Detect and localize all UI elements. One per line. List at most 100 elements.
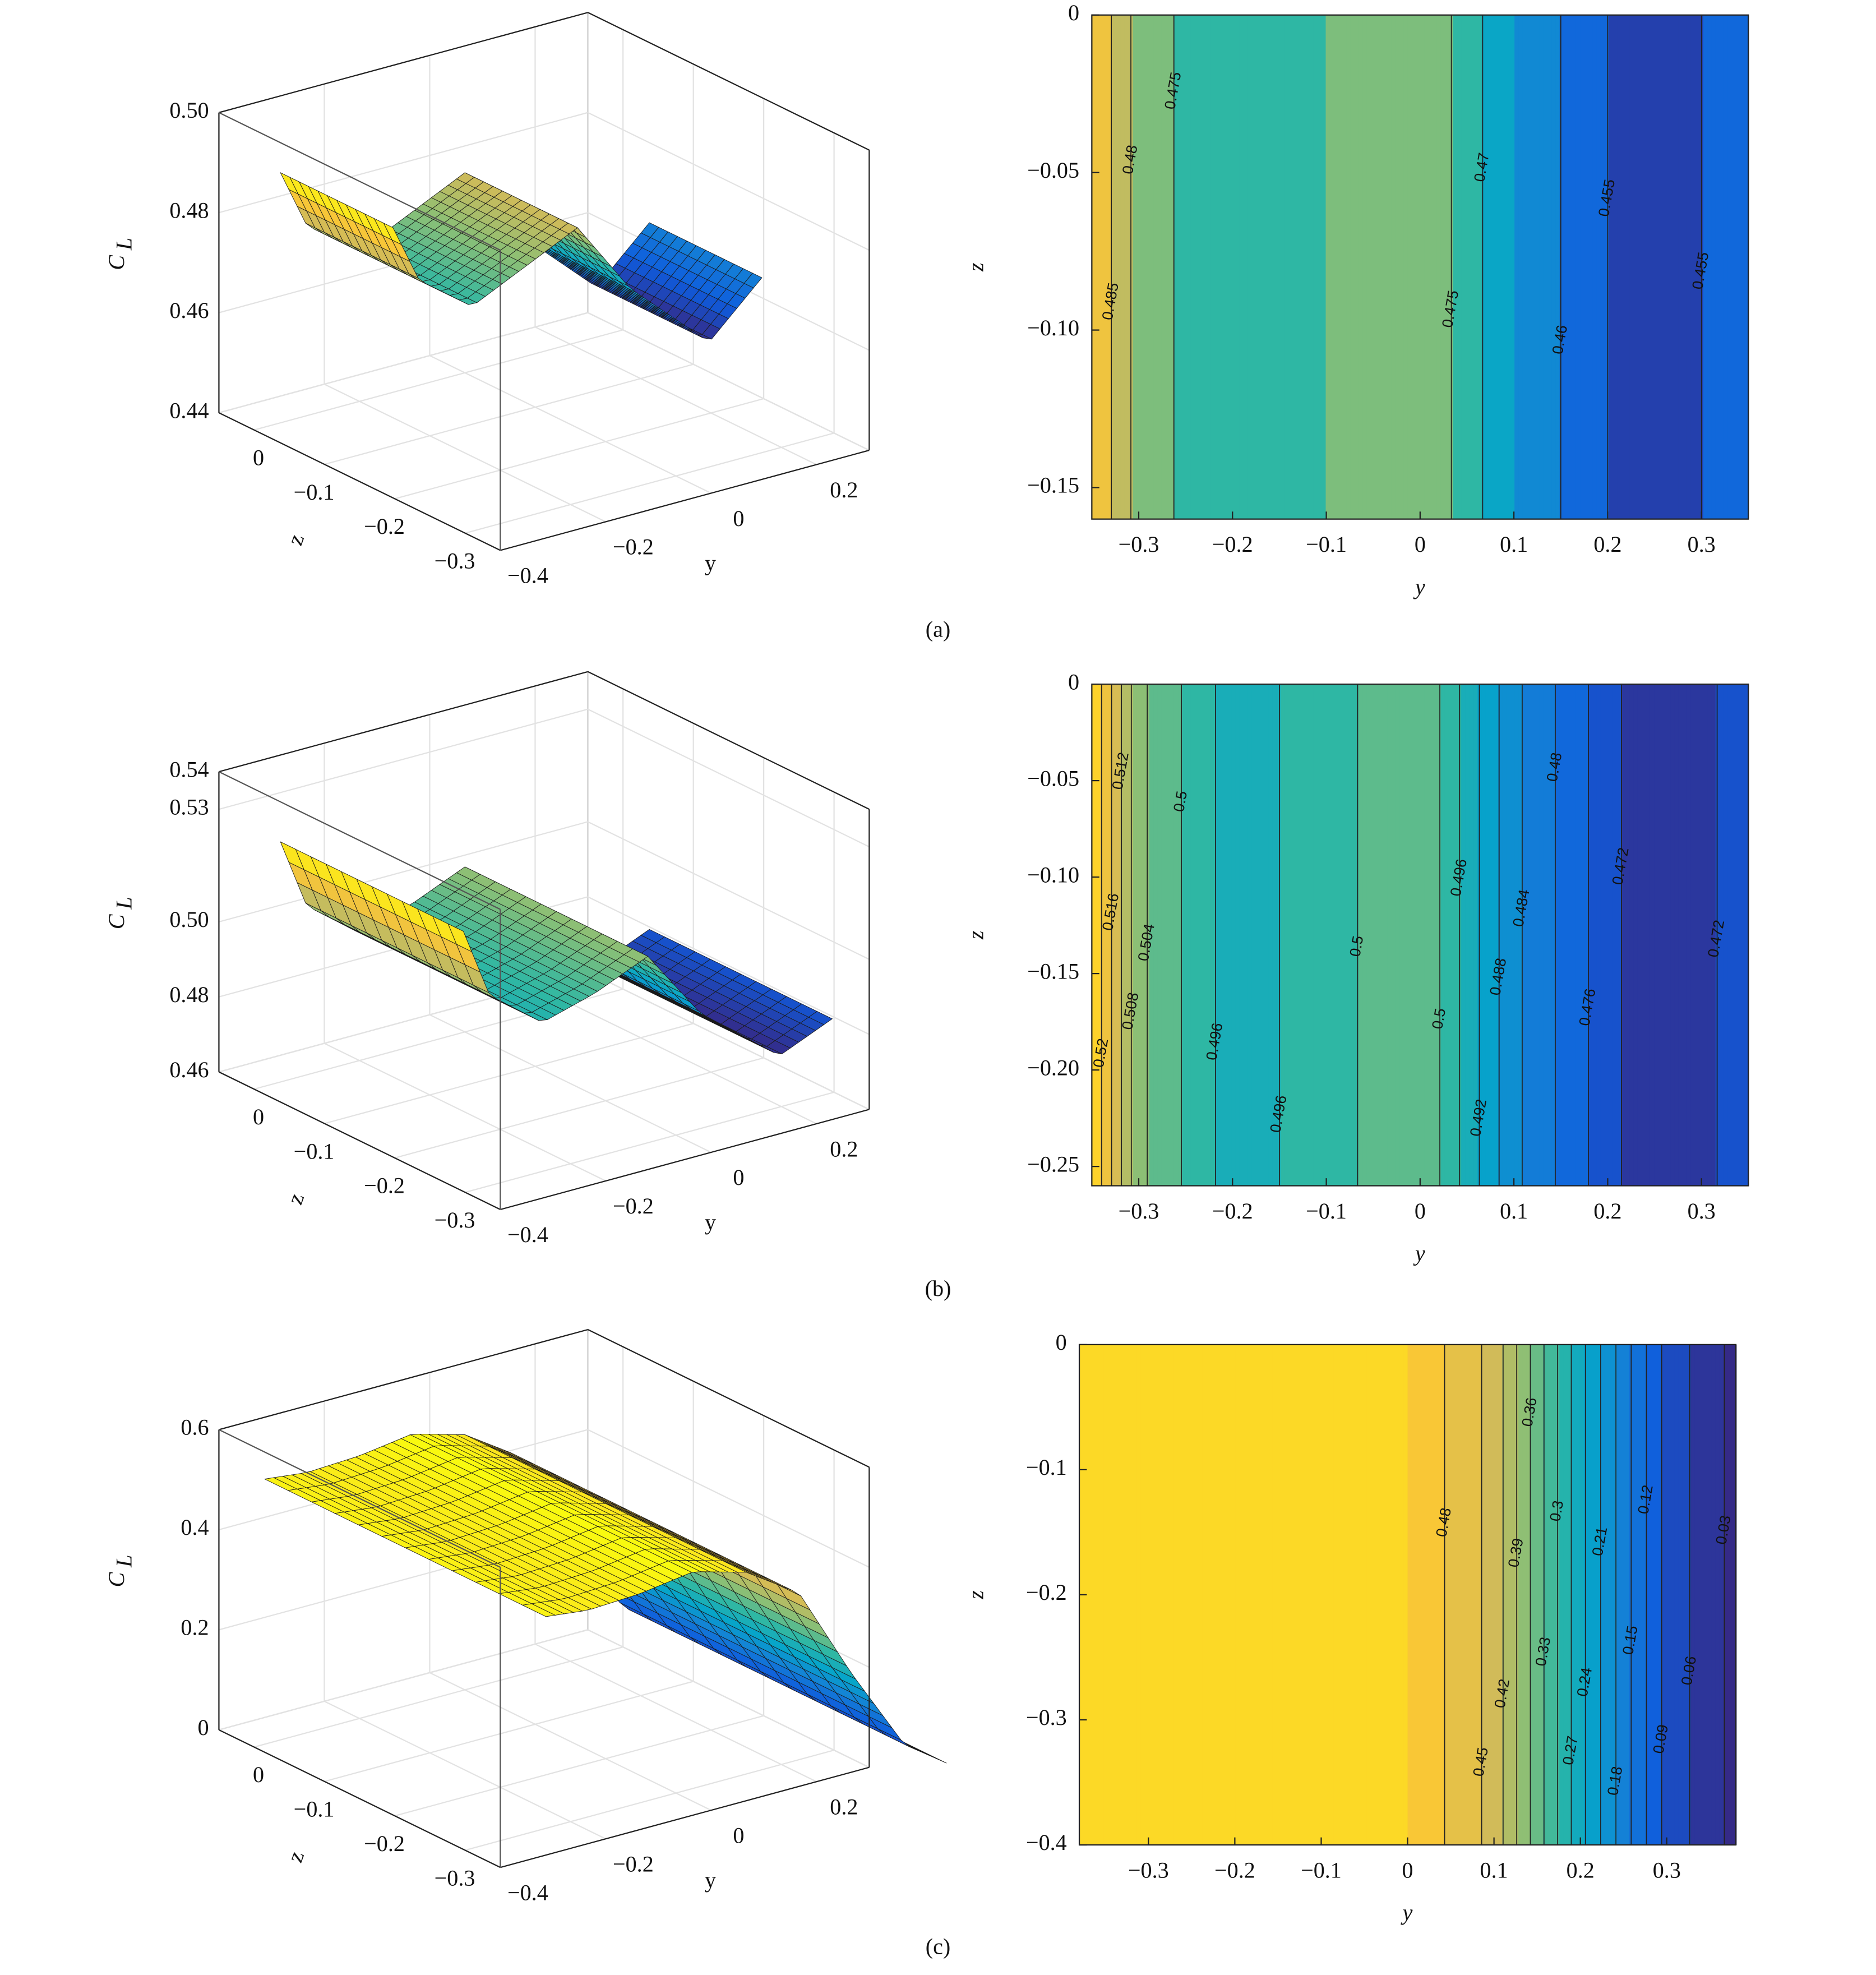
contour-fill — [1649, 15, 1655, 519]
contour-fill — [1182, 15, 1187, 519]
contour-fill — [1584, 684, 1589, 1186]
contour-fill — [1642, 15, 1647, 519]
contour-fill — [1731, 1344, 1737, 1845]
contour-fill — [1153, 684, 1158, 1186]
x-tick-label: −0.3 — [1119, 532, 1159, 557]
contour-fill — [1305, 1344, 1310, 1845]
contour-fill — [1173, 1344, 1179, 1845]
contour-fill — [1715, 1344, 1721, 1845]
contour-fill — [1575, 15, 1581, 519]
contour-fill — [1358, 1344, 1364, 1845]
contour-fill — [1194, 15, 1199, 519]
contour-fill — [1518, 1344, 1523, 1845]
contour-fill — [1112, 1344, 1117, 1845]
y-axis-label: y — [705, 1867, 716, 1893]
x-tick-label: 0.3 — [1653, 1857, 1681, 1882]
axis-edge — [219, 671, 588, 773]
contour-fill — [1649, 684, 1655, 1186]
contour-fill — [1715, 15, 1721, 519]
x-tick-label: 0.1 — [1480, 1857, 1508, 1882]
contour-fill — [1207, 15, 1212, 519]
contour-fill — [1141, 15, 1146, 519]
contour-fill — [1527, 684, 1532, 1186]
v-tick-label: 0.48 — [169, 197, 209, 223]
v-tick-label: 0.50 — [169, 98, 209, 123]
axis-edge — [218, 412, 501, 551]
contour-fill — [1723, 15, 1729, 519]
grid-line — [534, 326, 817, 465]
contour-fill — [1740, 684, 1745, 1186]
y-tick-label: −0.10 — [1027, 315, 1079, 340]
contour-fill — [1170, 1344, 1175, 1845]
contour-fill — [1108, 15, 1113, 519]
x-tick-label: 0.3 — [1688, 1198, 1716, 1224]
contour-fill — [1186, 1344, 1191, 1845]
contour-fill — [1736, 684, 1741, 1186]
contour-fill — [1227, 684, 1232, 1186]
z-tick-label: −0.1 — [294, 1138, 335, 1164]
contour-fill — [1116, 15, 1121, 519]
contour-fill — [1412, 684, 1417, 1186]
contour-fill — [1551, 684, 1556, 1186]
grid-line — [253, 1646, 623, 1748]
contour-fill — [1342, 684, 1347, 1186]
contour-fill — [1453, 15, 1458, 519]
z-tick-label: −0.3 — [435, 548, 475, 574]
x-tick-label: 0.1 — [1500, 532, 1528, 557]
contour-fill — [1604, 1344, 1610, 1845]
contour-fill — [1662, 684, 1667, 1186]
contour-fill — [1210, 1344, 1216, 1845]
v-tick-label: 0 — [198, 1715, 209, 1740]
contour-fill — [1251, 1344, 1257, 1845]
contour-fill — [1317, 684, 1323, 1186]
contour-fill — [1395, 15, 1401, 519]
contour-fill — [1223, 15, 1228, 519]
v-tick-label: 0.54 — [169, 756, 209, 782]
contour-fill — [1292, 1344, 1298, 1845]
contour-fill — [1371, 15, 1376, 519]
contour-fill — [1506, 684, 1512, 1186]
contour-fill — [1559, 15, 1565, 519]
contour-fill — [1301, 684, 1306, 1186]
contour-fill — [1424, 1344, 1429, 1845]
v-axis-label-sub: L — [112, 1555, 137, 1568]
contour-fill — [1157, 15, 1163, 519]
contour-fill — [1092, 15, 1097, 519]
contour-fill — [1133, 684, 1138, 1186]
contour-fill — [1128, 1344, 1134, 1845]
contour-fill — [1686, 15, 1692, 519]
x-tick-label: 0.2 — [1593, 532, 1621, 557]
contour-fill — [1531, 1344, 1536, 1845]
contour-fill — [1436, 15, 1441, 519]
y-tick-label: −0.20 — [1027, 1055, 1079, 1080]
y-tick-label: −0.05 — [1027, 158, 1079, 183]
contour-fill — [1580, 15, 1585, 519]
contour-fill — [1407, 684, 1413, 1186]
contour-fill — [1559, 1344, 1565, 1845]
contour-fill — [1223, 1344, 1228, 1845]
contour-fill — [1744, 15, 1749, 519]
contour-fill — [1420, 15, 1425, 519]
contour-fill — [1649, 1344, 1655, 1845]
contour-fill — [1214, 15, 1220, 519]
contour-fill — [1198, 1344, 1203, 1845]
contour-fill — [1214, 684, 1220, 1186]
axis-edge — [587, 1329, 870, 1468]
contour-fill — [1501, 1344, 1507, 1845]
contour-fill — [1276, 1344, 1282, 1845]
contour-fill — [1457, 15, 1462, 519]
contour-fill — [1432, 15, 1438, 519]
x-axis-label: y — [1413, 574, 1425, 599]
grid-line — [587, 971, 870, 1110]
contour-fill — [1736, 15, 1741, 519]
z-tick-label: −0.3 — [435, 1865, 475, 1890]
contour-fill — [1165, 1344, 1171, 1845]
axis-edge — [218, 112, 501, 251]
contour-fill — [1473, 684, 1478, 1186]
v-axis-label-sub: L — [112, 238, 137, 251]
contour-fill — [1564, 684, 1569, 1186]
contour-fill — [1288, 1344, 1293, 1845]
contour-fill — [1543, 684, 1549, 1186]
contour-fill — [1559, 684, 1565, 1186]
contour-fill — [1539, 684, 1544, 1186]
